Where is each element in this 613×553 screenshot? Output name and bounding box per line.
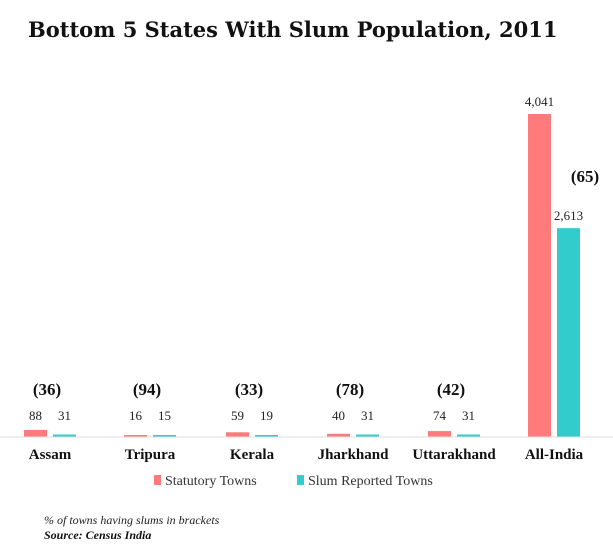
- bar-tripura-statutory-towns: [124, 435, 147, 437]
- value-label-kerala-slum-reported-towns: 19: [260, 408, 273, 423]
- value-label-tripura-statutory-towns: 16: [129, 408, 143, 423]
- source-note: Source: Census India: [44, 528, 151, 542]
- value-label-jharkhand-slum-reported-towns: 31: [361, 408, 374, 423]
- legend: Statutory Towns Slum Reported Towns: [154, 474, 433, 489]
- category-label-all-india: All-India: [525, 447, 584, 463]
- category-label-uttarakhand: Uttarakhand: [412, 447, 496, 463]
- value-label-all-india-statutory-towns: 4,041: [525, 94, 554, 109]
- bar-kerala-statutory-towns: [226, 432, 249, 437]
- bar-uttarakhand-statutory-towns: [428, 431, 451, 437]
- bar-all-india-statutory-towns: [528, 114, 551, 437]
- value-label-all-india-slum-reported-towns: 2,613: [554, 208, 583, 223]
- annotation-tripura: (94): [133, 380, 161, 399]
- legend-label-statutory-towns: Statutory Towns: [165, 474, 257, 489]
- value-label-uttarakhand-slum-reported-towns: 31: [462, 408, 475, 423]
- legend-swatch-slum-reported-towns: [297, 475, 304, 485]
- annotation-assam: (36): [33, 380, 61, 399]
- bar-jharkhand-slum-reported-towns: [356, 434, 379, 437]
- bar-kerala-slum-reported-towns: [255, 435, 278, 437]
- bar-assam-statutory-towns: [24, 429, 47, 437]
- value-label-kerala-statutory-towns: 59: [231, 408, 244, 423]
- value-label-assam-slum-reported-towns: 31: [58, 408, 71, 423]
- value-label-jharkhand-statutory-towns: 40: [332, 408, 345, 423]
- bar-assam-slum-reported-towns: [53, 434, 76, 437]
- chart-title: Bottom 5 States With Slum Population, 20…: [28, 17, 558, 42]
- annotation-jharkhand: (78): [336, 380, 364, 399]
- category-label-kerala: Kerala: [230, 447, 275, 463]
- bar-jharkhand-statutory-towns: [327, 433, 350, 437]
- category-label-jharkhand: Jharkhand: [318, 447, 390, 463]
- bar-uttarakhand-slum-reported-towns: [457, 434, 480, 437]
- annotation-all-india: (65): [571, 167, 599, 186]
- legend-swatch-statutory-towns: [154, 475, 161, 485]
- category-label-assam: Assam: [29, 447, 72, 463]
- bar-tripura-slum-reported-towns: [153, 435, 176, 437]
- value-label-uttarakhand-statutory-towns: 74: [433, 408, 447, 423]
- category-label-tripura: Tripura: [125, 447, 176, 463]
- labels-layer: 88 31 (36) Assam 16 15 (94) Tripura 59 19 (33) Kera…: [29, 94, 599, 463]
- legend-label-slum-reported-towns: Slum Reported Towns: [308, 474, 433, 489]
- annotation-uttarakhand: (42): [437, 380, 465, 399]
- bars-layer: [24, 114, 580, 437]
- value-label-tripura-slum-reported-towns: 15: [158, 408, 171, 423]
- bracket-note: % of towns having slums in brackets: [44, 513, 220, 527]
- annotation-kerala: (33): [235, 380, 263, 399]
- bar-all-india-slum-reported-towns: [557, 228, 580, 437]
- value-label-assam-statutory-towns: 88: [29, 408, 42, 423]
